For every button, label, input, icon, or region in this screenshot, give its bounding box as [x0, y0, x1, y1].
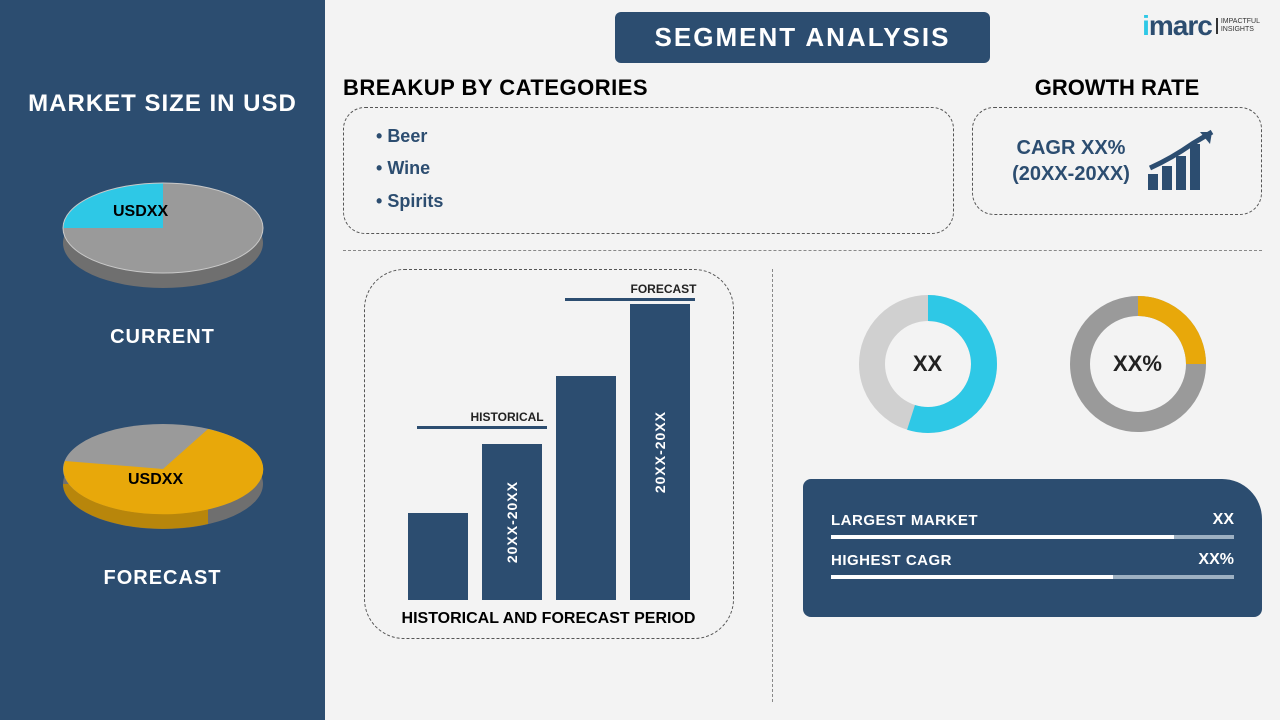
pie-forecast-caption: FORECAST: [104, 567, 222, 590]
bar-4-label: 20XX-20XX: [652, 411, 668, 493]
top-row: BREAKUP BY CATEGORIES Beer Wine Spirits …: [343, 75, 1262, 234]
bar-topline-historical: [417, 426, 547, 429]
pie-current: USDXX CURRENT: [48, 148, 278, 349]
stat-row-2: HIGHEST CAGR XX%: [831, 551, 1234, 569]
category-item: Spirits: [376, 185, 931, 217]
pie-forecast-svg: USDXX: [48, 389, 278, 549]
stat-1-bar: [831, 535, 1234, 539]
main: imarc IMPACTFUL INSIGHTS SEGMENT ANALYSI…: [325, 0, 1280, 720]
bar-4: 20XX-20XX: [630, 304, 690, 600]
bottom-row: HISTORICAL FORECAST 20XX-20XX 20XX-20XX …: [343, 250, 1262, 702]
growth-text: CAGR XX% (20XX-20XX): [1012, 135, 1130, 187]
svg-text:USDXX: USDXX: [113, 203, 168, 220]
sidebar-title: MARKET SIZE IN USD: [28, 90, 297, 118]
logo-text: imarc: [1142, 10, 1212, 42]
category-item: Wine: [376, 152, 931, 184]
growth-icon: [1142, 126, 1222, 196]
pie-current-svg: USDXX: [48, 148, 278, 308]
growth-column: GROWTH RATE CAGR XX% (20XX-20XX): [972, 75, 1262, 234]
categories-list: Beer Wine Spirits: [366, 120, 931, 217]
stats-box: LARGEST MARKET XX HIGHEST CAGR XX%: [803, 479, 1262, 617]
growth-box: CAGR XX% (20XX-20XX): [972, 107, 1262, 215]
bar-3: [556, 376, 616, 601]
bar-1: [408, 513, 468, 600]
bottom-right: XX XX% LARGEST MARKET XX: [773, 269, 1262, 702]
stat-2-value: XX%: [1198, 551, 1234, 569]
donuts: XX XX%: [803, 289, 1262, 439]
barchart-caption: HISTORICAL AND FORECAST PERIOD: [402, 610, 696, 628]
stat-1-label: LARGEST MARKET: [831, 512, 978, 529]
bar-topline-forecast: [565, 298, 695, 301]
categories-heading: BREAKUP BY CATEGORIES: [343, 75, 954, 101]
donut-2: XX%: [1063, 289, 1213, 439]
stat-1-value: XX: [1213, 511, 1234, 529]
logo-tagline: IMPACTFUL INSIGHTS: [1216, 18, 1260, 33]
bar-2: 20XX-20XX: [482, 444, 542, 600]
categories-panel: Beer Wine Spirits: [343, 107, 954, 234]
bar-toplabel-forecast: FORECAST: [631, 282, 697, 296]
title-banner: SEGMENT ANALYSIS: [615, 12, 991, 63]
sidebar: MARKET SIZE IN USD USDXX CURRENT USDXX F…: [0, 0, 325, 720]
bottom-left: HISTORICAL FORECAST 20XX-20XX 20XX-20XX …: [343, 269, 773, 702]
growth-heading: GROWTH RATE: [972, 75, 1262, 101]
stat-row-1: LARGEST MARKET XX: [831, 511, 1234, 529]
stat-2-label: HIGHEST CAGR: [831, 552, 952, 569]
stat-2-bar-fill: [831, 575, 1113, 579]
pie-forecast: USDXX FORECAST: [48, 389, 278, 590]
barchart-panel: HISTORICAL FORECAST 20XX-20XX 20XX-20XX …: [364, 269, 734, 639]
donut-1: XX: [853, 289, 1003, 439]
bar-toplabel-historical: HISTORICAL: [471, 410, 544, 424]
donut-2-center: XX%: [1113, 351, 1162, 377]
donut-1-center: XX: [913, 351, 942, 377]
logo: imarc IMPACTFUL INSIGHTS: [1142, 10, 1260, 42]
pie-current-caption: CURRENT: [110, 326, 215, 349]
stat-2-bar: [831, 575, 1234, 579]
bar-2-label: 20XX-20XX: [504, 481, 520, 563]
svg-text:USDXX: USDXX: [128, 471, 183, 488]
stat-1-bar-fill: [831, 535, 1174, 539]
bars: HISTORICAL FORECAST 20XX-20XX 20XX-20XX: [385, 288, 713, 600]
category-item: Beer: [376, 120, 931, 152]
